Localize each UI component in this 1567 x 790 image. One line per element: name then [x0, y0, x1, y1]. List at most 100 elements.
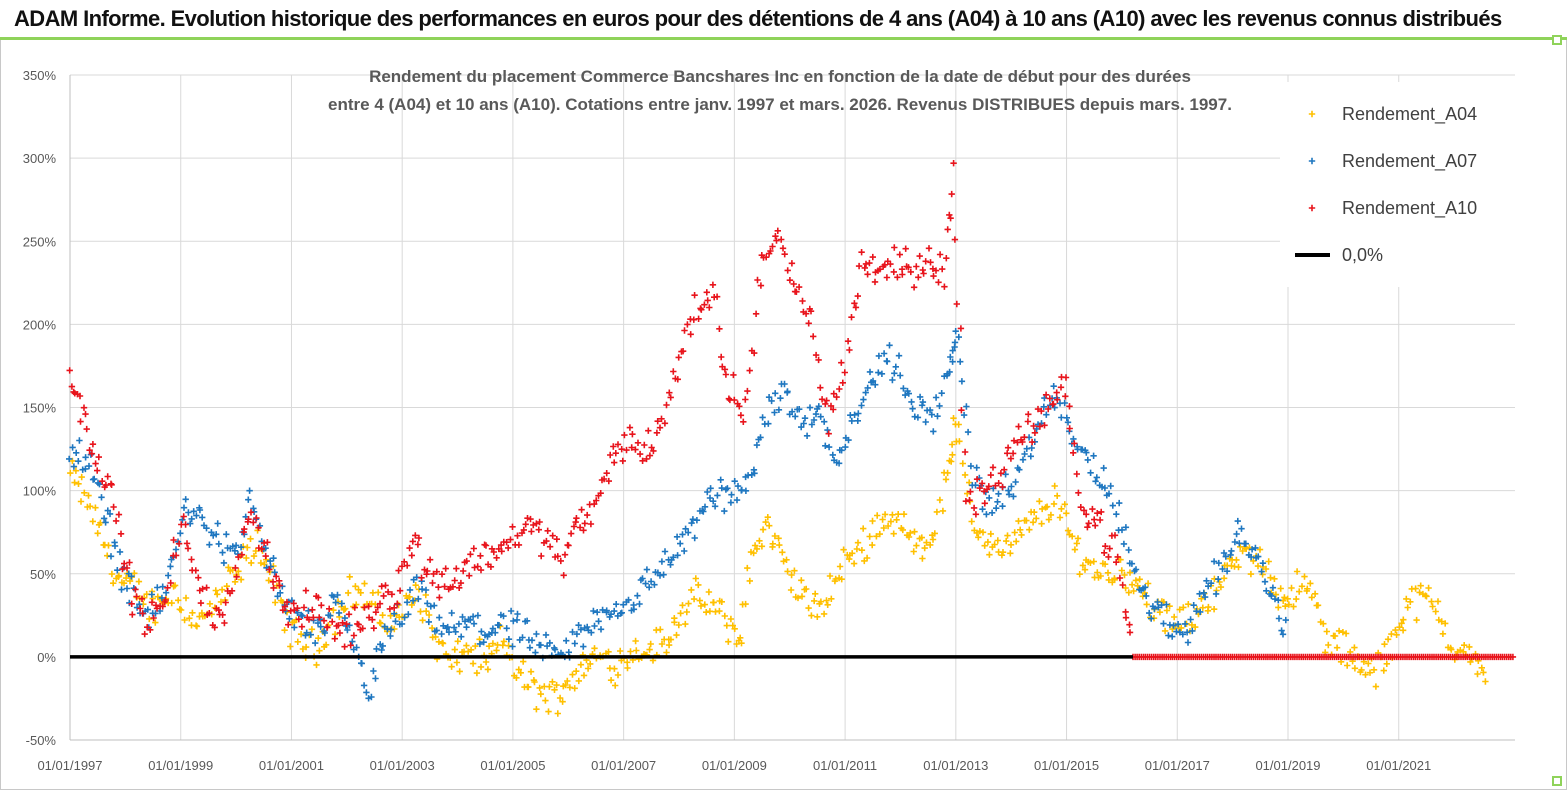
rendement_a07-point — [1258, 568, 1265, 575]
rendement_a07-point — [897, 372, 904, 379]
rendement_a07-point — [660, 571, 667, 578]
rendement_a10-point — [1098, 508, 1105, 516]
rendement_a04-point — [1104, 569, 1112, 576]
rendement_a10-point — [890, 268, 897, 276]
rendement_a04-point — [1235, 563, 1242, 571]
rendement_a07-point — [1207, 580, 1215, 587]
rendement_a07-point — [869, 377, 877, 385]
legend-marker — [1308, 157, 1316, 165]
rendement_a07-point — [480, 639, 487, 646]
rendement_a04-point — [1429, 603, 1436, 610]
resize-handle-bottom-right[interactable] — [1552, 776, 1562, 786]
rendement_a10-point — [441, 583, 448, 590]
legend-item[interactable]: Rendement_A10 — [1308, 198, 1477, 219]
rendement_a10-point — [650, 447, 657, 455]
rendement_a04-point — [1036, 498, 1043, 505]
rendement_a10-point — [896, 251, 903, 258]
rendement_a07-point — [710, 498, 717, 505]
y-tick-label: 350% — [23, 68, 57, 83]
rendement_a07-point — [1160, 620, 1167, 627]
rendement_a04-point — [1365, 660, 1372, 667]
rendement_a10-point — [997, 470, 1005, 477]
rendement_a07-point — [656, 572, 664, 579]
rendement_a04-point — [345, 589, 352, 597]
rendement_a07-point — [344, 626, 351, 634]
rendement_a10-point — [830, 406, 837, 413]
rendement_a04-point — [1094, 569, 1101, 576]
rendement_a04-point — [463, 642, 470, 649]
rendement_a07-point — [514, 610, 521, 618]
rendement_a04-point — [1050, 500, 1058, 508]
rendement_a07-point — [916, 393, 924, 401]
rendement_a04-point — [250, 552, 258, 560]
rendement_a04-point — [1282, 603, 1289, 610]
rendement_a10-point — [302, 587, 310, 594]
rendement_a10-point — [1053, 389, 1060, 396]
rendement_a10-point — [409, 538, 416, 545]
rendement_a10-point — [920, 270, 927, 277]
rendement_a10-point — [970, 504, 978, 512]
rendement_a10-point — [386, 605, 394, 613]
rendement_a07-point — [450, 624, 458, 631]
rendement_a04-point — [1311, 590, 1319, 597]
rendement_a07-point — [864, 384, 871, 392]
rendement_a04-point — [1416, 589, 1423, 596]
rendement_a10-point — [866, 259, 873, 267]
rendement_a04-point — [1233, 556, 1240, 564]
rendement_a10-point — [129, 611, 136, 618]
rendement_a04-point — [701, 601, 708, 608]
rendement_a04-point — [1428, 598, 1435, 605]
rendement_a10-point — [722, 371, 730, 378]
rendement_a10-point — [543, 537, 550, 545]
rendement_a10-point — [438, 571, 446, 578]
rendement_a04-point — [665, 641, 673, 649]
rendement_a07-point — [489, 625, 497, 632]
rendement_a10-point — [612, 450, 619, 457]
rendement_a04-point — [451, 646, 458, 653]
rendement_a07-point — [246, 487, 253, 494]
rendement_a04-point — [805, 604, 812, 612]
rendement_a10-point — [947, 215, 954, 222]
rendement_a10-point — [1009, 450, 1017, 457]
rendement_a10-point — [790, 280, 797, 288]
rendement_a04-point — [1267, 574, 1274, 581]
rendement_a07-point — [368, 693, 375, 701]
rendement_a04-point — [454, 638, 461, 645]
x-tick-label: 01/01/2017 — [1145, 758, 1210, 773]
rendement_a04-point — [1136, 576, 1143, 583]
rendement_a04-point — [85, 492, 92, 499]
resize-handle-top-right[interactable] — [1552, 35, 1562, 45]
rendement_a04-point — [584, 665, 592, 672]
rendement_a10-point — [276, 582, 283, 589]
rendement_a10-point — [967, 488, 974, 495]
rendement_a07-point — [810, 416, 818, 424]
rendement_a10-point — [584, 511, 591, 519]
rendement_a04-point — [146, 615, 153, 623]
rendement_a04-point — [308, 626, 316, 633]
rendement_a04-point — [1467, 658, 1474, 666]
rendement_a10-point — [946, 211, 953, 219]
rendement_a04-point — [1111, 576, 1118, 583]
rendement_a10-point — [948, 190, 955, 198]
rendement_a10-point — [646, 452, 654, 459]
rendement_a10-point — [247, 509, 255, 516]
rendement_a10-point — [778, 236, 785, 243]
legend-item[interactable]: Rendement_A04 — [1308, 104, 1477, 125]
legend-item[interactable]: Rendement_A07 — [1308, 151, 1477, 172]
rendement_a04-point — [647, 640, 654, 648]
rendement_a10-point — [159, 603, 166, 610]
rendement_a10-point — [451, 577, 458, 584]
rendement_a04-point — [999, 549, 1007, 556]
rendement_a07-point — [291, 624, 298, 631]
rendement_a04-point — [231, 578, 239, 585]
rendement_a04-point — [776, 541, 783, 549]
rendement_a07-point — [312, 639, 319, 647]
rendement_a04-point — [854, 539, 862, 546]
rendement_a10-point — [1001, 466, 1008, 473]
legend-item[interactable]: 0,0% — [1295, 245, 1383, 265]
x-tick-label: 01/01/2007 — [591, 758, 656, 773]
rendement_a10-point — [822, 400, 829, 408]
rendement_a10-point — [336, 629, 344, 637]
rendement_a07-point — [1107, 482, 1114, 490]
rendement_a04-point — [685, 600, 692, 607]
